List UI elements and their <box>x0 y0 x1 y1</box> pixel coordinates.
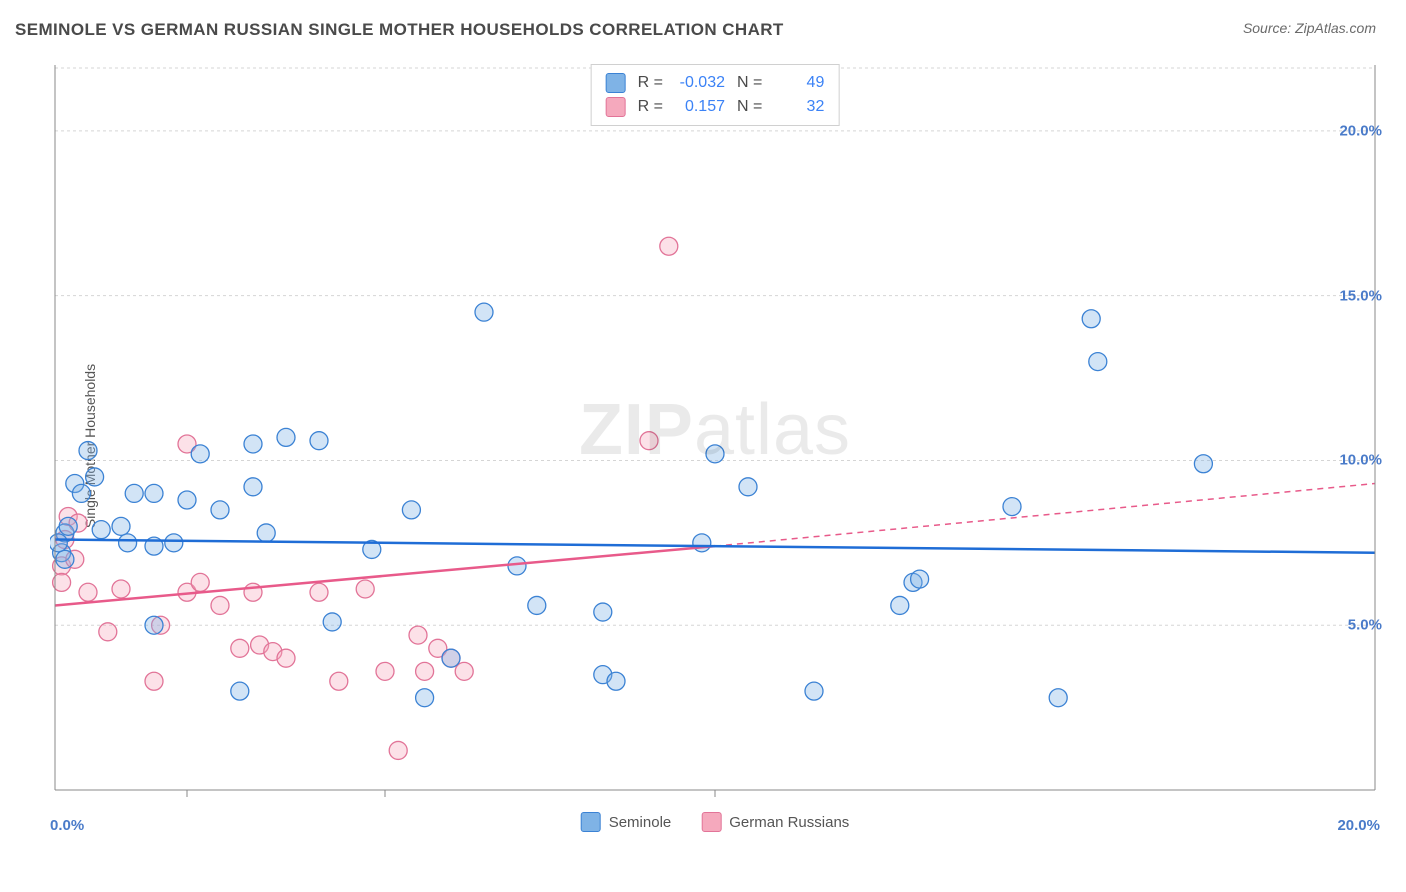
data-point-blue <box>1089 353 1107 371</box>
blue-swatch-icon <box>581 812 601 832</box>
legend-row-blue: R = -0.032 N = 49 <box>606 71 825 95</box>
data-point-pink <box>376 662 394 680</box>
data-point-blue <box>416 689 434 707</box>
correlation-legend: R = -0.032 N = 49 R = 0.157 N = 32 <box>591 64 840 126</box>
data-point-blue <box>191 445 209 463</box>
pink-swatch-icon <box>606 97 626 117</box>
chart-area: 5.0%10.0%15.0%20.0% ZIPatlas R = -0.032 … <box>50 60 1380 830</box>
data-point-blue <box>323 613 341 631</box>
data-point-blue <box>112 517 130 535</box>
data-point-pink <box>389 741 407 759</box>
data-point-pink <box>330 672 348 690</box>
scatter-plot <box>50 60 1380 830</box>
legend-item-german-russians: German Russians <box>701 812 849 832</box>
data-point-pink <box>145 672 163 690</box>
data-point-pink <box>231 639 249 657</box>
r-label: R = <box>638 71 663 95</box>
y-tick-label: 10.0% <box>1339 452 1382 469</box>
data-point-blue <box>739 478 757 496</box>
legend-label: Seminole <box>609 814 672 831</box>
legend-label: German Russians <box>729 814 849 831</box>
data-point-blue <box>244 435 262 453</box>
data-point-blue <box>310 432 328 450</box>
y-tick-label: 15.0% <box>1339 287 1382 304</box>
data-point-pink <box>99 623 117 641</box>
data-point-blue <box>86 468 104 486</box>
legend-item-seminole: Seminole <box>581 812 672 832</box>
data-point-blue <box>1194 455 1212 473</box>
r-label: R = <box>638 95 663 119</box>
data-point-blue <box>911 570 929 588</box>
legend-row-pink: R = 0.157 N = 32 <box>606 95 825 119</box>
n-value-pink: 32 <box>774 95 824 119</box>
data-point-pink <box>640 432 658 450</box>
source-label: Source: ZipAtlas.com <box>1243 20 1376 36</box>
data-point-blue <box>72 484 90 502</box>
data-point-blue <box>178 491 196 509</box>
y-tick-label: 20.0% <box>1339 122 1382 139</box>
pink-swatch-icon <box>701 812 721 832</box>
n-value-blue: 49 <box>774 71 824 95</box>
data-point-blue <box>528 596 546 614</box>
regression-line-blue <box>55 540 1375 553</box>
data-point-blue <box>1082 310 1100 328</box>
data-point-blue <box>706 445 724 463</box>
r-value-blue: -0.032 <box>675 71 725 95</box>
data-point-pink <box>191 573 209 591</box>
data-point-blue <box>79 442 97 460</box>
data-point-blue <box>211 501 229 519</box>
data-point-pink <box>660 237 678 255</box>
n-label: N = <box>737 95 762 119</box>
data-point-pink <box>310 583 328 601</box>
x-axis-min-label: 0.0% <box>50 817 84 834</box>
x-axis-max-label: 20.0% <box>1337 817 1380 834</box>
data-point-pink <box>356 580 374 598</box>
data-point-blue <box>1049 689 1067 707</box>
data-point-pink <box>416 662 434 680</box>
data-point-blue <box>165 534 183 552</box>
data-point-blue <box>244 478 262 496</box>
data-point-blue <box>475 303 493 321</box>
chart-title: SEMINOLE VS GERMAN RUSSIAN SINGLE MOTHER… <box>15 20 784 40</box>
data-point-pink <box>409 626 427 644</box>
data-point-blue <box>59 517 77 535</box>
n-label: N = <box>737 71 762 95</box>
data-point-blue <box>594 603 612 621</box>
data-point-blue <box>145 616 163 634</box>
data-point-blue <box>891 596 909 614</box>
data-point-blue <box>442 649 460 667</box>
data-point-blue <box>231 682 249 700</box>
data-point-blue <box>277 428 295 446</box>
r-value-pink: 0.157 <box>675 95 725 119</box>
data-point-pink <box>277 649 295 667</box>
data-point-blue <box>145 484 163 502</box>
data-point-blue <box>1003 498 1021 516</box>
data-point-blue <box>119 534 137 552</box>
data-point-pink <box>112 580 130 598</box>
data-point-blue <box>508 557 526 575</box>
data-point-pink <box>455 662 473 680</box>
y-tick-label: 5.0% <box>1348 617 1382 634</box>
data-point-blue <box>607 672 625 690</box>
data-point-blue <box>805 682 823 700</box>
data-point-pink <box>211 596 229 614</box>
data-point-blue <box>92 521 110 539</box>
data-point-pink <box>79 583 97 601</box>
data-point-blue <box>257 524 275 542</box>
data-point-blue <box>402 501 420 519</box>
data-point-blue <box>50 534 67 552</box>
regression-line-pink-dash <box>715 484 1375 547</box>
blue-swatch-icon <box>606 73 626 93</box>
data-point-blue <box>125 484 143 502</box>
series-legend: Seminole German Russians <box>581 812 850 832</box>
data-point-blue <box>56 550 74 568</box>
